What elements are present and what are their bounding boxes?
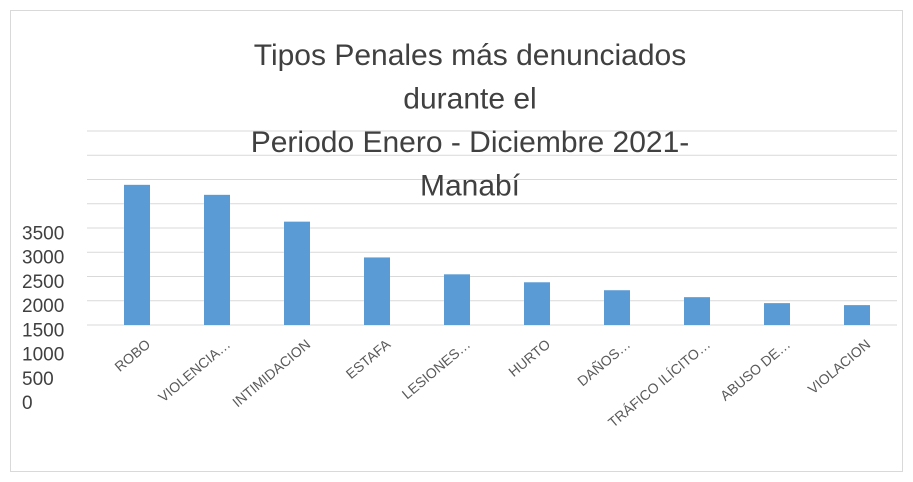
y-tick-label: 500 — [22, 369, 54, 390]
bar — [444, 274, 470, 325]
bar — [204, 194, 230, 325]
bar — [124, 184, 150, 325]
y-tick-label: 0 — [22, 393, 33, 414]
bar — [684, 297, 710, 325]
y-tick-label: 3500 — [22, 223, 64, 244]
chart-title: Periodo Enero - Diciembre 2021- — [251, 126, 690, 159]
bar — [604, 290, 630, 325]
bar — [844, 305, 870, 325]
chart-border — [10, 10, 903, 472]
bar — [764, 303, 790, 325]
y-tick-label: 1000 — [22, 345, 64, 366]
chart-title: durante el — [403, 82, 536, 115]
bar — [524, 282, 550, 325]
y-tick-label: 2500 — [22, 272, 64, 293]
bar — [284, 221, 310, 325]
y-tick-label: 3000 — [22, 248, 64, 269]
y-tick-label: 1500 — [22, 320, 64, 341]
chart-title: Manabí — [420, 169, 521, 202]
bar — [364, 257, 390, 325]
chart-title: Tipos Penales más denunciados — [254, 39, 686, 72]
y-tick-label: 2000 — [22, 296, 64, 317]
